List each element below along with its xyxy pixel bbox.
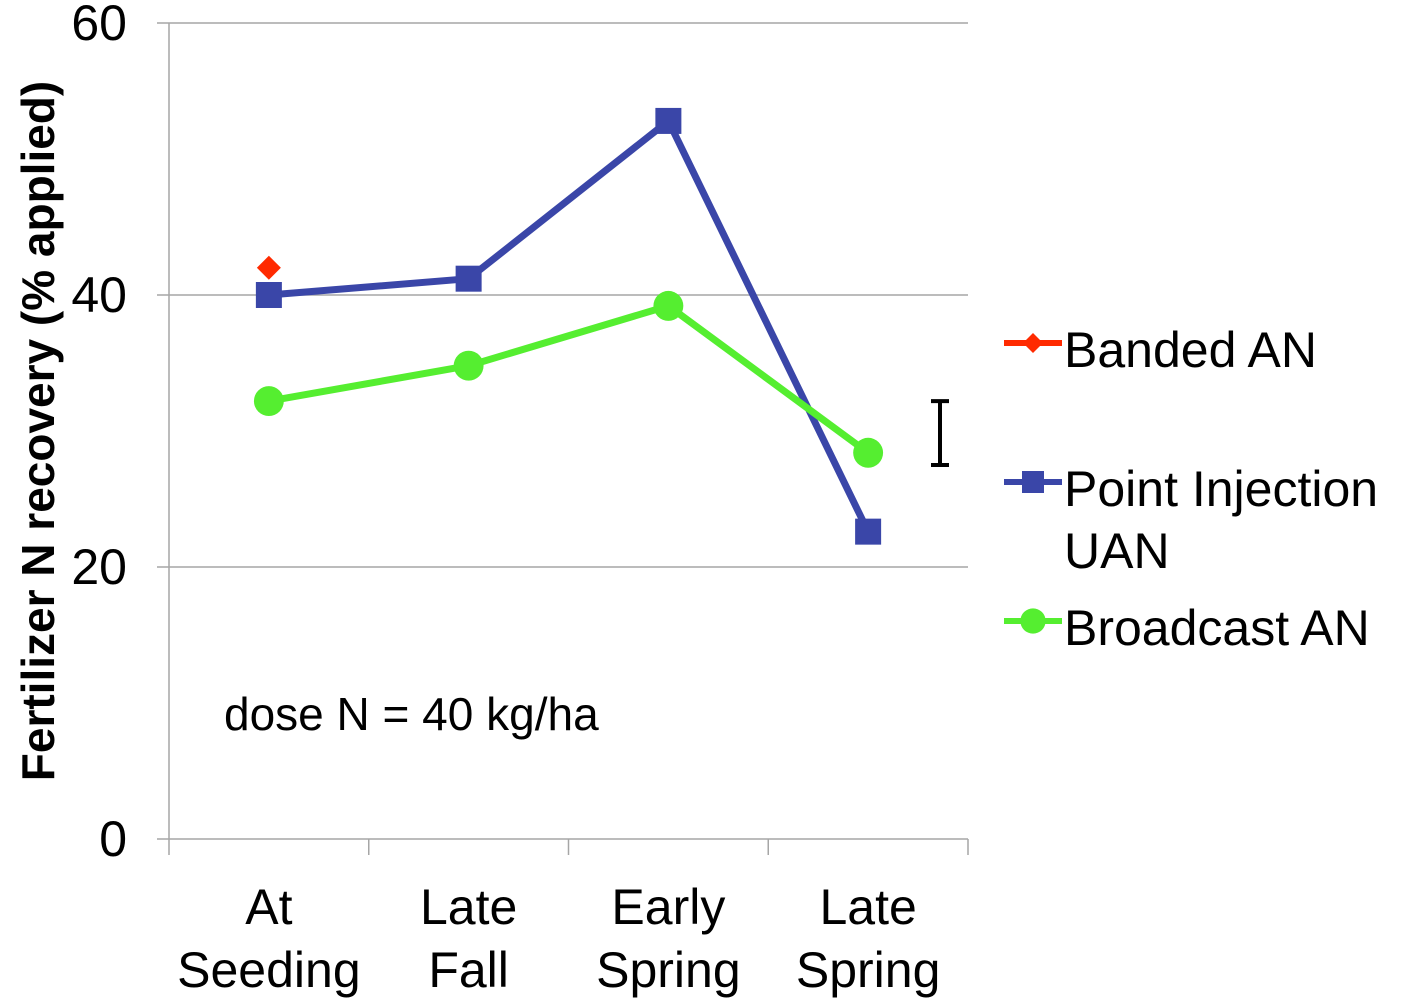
series-line-1 bbox=[268, 117, 872, 534]
xtick-label-1: Late Fall bbox=[420, 879, 517, 998]
ytick-label-20: 20 bbox=[71, 539, 127, 595]
xtick-label-line: Early bbox=[611, 879, 725, 935]
plot-area bbox=[253, 107, 884, 545]
data-point-1-1 bbox=[455, 265, 482, 292]
data-point-2-0 bbox=[253, 386, 284, 417]
xtick-label-2: Early Spring bbox=[596, 879, 741, 998]
error-bar bbox=[931, 399, 949, 467]
xtick-label-0: At Seeding bbox=[177, 879, 361, 998]
ytick-label-40: 40 bbox=[71, 267, 127, 323]
xtick-label-line: Late bbox=[819, 879, 916, 935]
legend-label-line: Broadcast AN bbox=[1064, 600, 1370, 656]
data-point-2-1 bbox=[453, 350, 484, 381]
axes bbox=[168, 23, 969, 855]
legend-label-2: Broadcast AN bbox=[1064, 600, 1370, 656]
ytick-label-60: 60 bbox=[71, 0, 127, 51]
xtick-label-line: Late bbox=[420, 879, 517, 935]
data-point-1-0 bbox=[255, 282, 282, 308]
series-0 bbox=[256, 255, 281, 280]
data-point-2-2 bbox=[653, 290, 684, 321]
ytick-label-0: 0 bbox=[99, 811, 127, 867]
xtick-label-3: Late Spring bbox=[796, 879, 941, 998]
legend-swatch-marker-2 bbox=[1020, 608, 1046, 634]
series-1 bbox=[255, 107, 882, 545]
dose-annotation: dose N = 40 kg/ha bbox=[224, 688, 599, 740]
legend-item-0: Banded AN bbox=[1004, 322, 1317, 378]
legend-item-2: Broadcast AN bbox=[1004, 600, 1370, 656]
xtick-label-line: Spring bbox=[596, 942, 741, 998]
legend-swatch-marker-0 bbox=[1023, 333, 1043, 353]
data-point-1-2 bbox=[655, 107, 682, 134]
legend: Banded AN Point Injection UAN Broadcast AN bbox=[1004, 322, 1378, 656]
legend-label-0: Banded AN bbox=[1064, 322, 1317, 378]
legend-label-1: Point Injection UAN bbox=[1064, 461, 1378, 579]
data-point-0-0 bbox=[256, 255, 281, 280]
legend-label-line: Banded AN bbox=[1064, 322, 1317, 378]
legend-label-line: Point Injection bbox=[1064, 461, 1378, 517]
y-tick-labels: 0 20 40 60 bbox=[71, 0, 127, 867]
legend-label-line: UAN bbox=[1064, 523, 1170, 579]
legend-swatch-marker-1 bbox=[1022, 471, 1044, 493]
xtick-label-line: At bbox=[245, 879, 292, 935]
data-point-1-3 bbox=[855, 518, 882, 545]
xtick-label-line: Fall bbox=[428, 942, 509, 998]
y-axis-label: Fertilizer N recovery (% applied) bbox=[12, 81, 64, 781]
x-tick-labels: At Seeding Late Fall Early Spring Late Spring bbox=[177, 879, 940, 998]
xtick-label-line: Seeding bbox=[177, 942, 361, 998]
data-point-2-3 bbox=[853, 437, 884, 468]
xtick-label-line: Spring bbox=[796, 942, 941, 998]
legend-item-1: Point Injection UAN bbox=[1004, 461, 1378, 579]
series-line-2 bbox=[268, 302, 871, 456]
series-2 bbox=[253, 290, 884, 468]
